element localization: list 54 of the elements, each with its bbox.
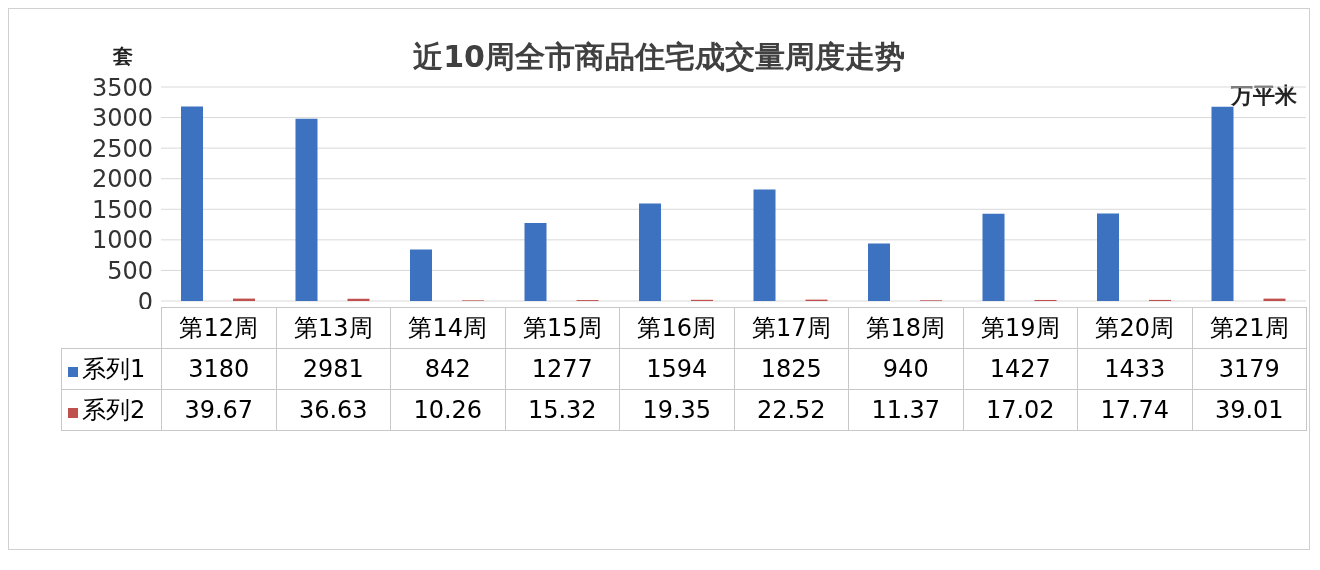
data-label: 17.74	[1077, 389, 1192, 431]
data-label: 1277	[505, 348, 620, 390]
bar	[410, 249, 432, 301]
y-tick-label: 1000	[91, 226, 153, 255]
bar	[1097, 213, 1119, 301]
bar	[868, 243, 890, 301]
data-label: 39.01	[1192, 389, 1307, 431]
bar	[347, 298, 370, 301]
x-tick-label: 第16周	[619, 307, 734, 349]
bar	[753, 189, 776, 301]
x-tick-label: 第17周	[734, 307, 849, 349]
data-label: 11.37	[848, 389, 963, 431]
data-label: 1433	[1077, 348, 1192, 390]
bar	[982, 213, 1005, 301]
data-label: 842	[390, 348, 505, 390]
y-tick-label: 2000	[91, 165, 153, 194]
x-tick-label: 第15周	[505, 307, 620, 349]
data-label: 19.35	[619, 389, 734, 431]
data-label: 1427	[963, 348, 1078, 390]
bar	[1211, 106, 1234, 301]
y-tick-label: 3000	[91, 104, 153, 133]
data-label: 15.32	[505, 389, 620, 431]
unit-note: 万平米	[1231, 82, 1297, 110]
y-tick-label: 500	[107, 256, 153, 285]
y-axis-title: 套	[113, 43, 133, 70]
y-tick-label: 0	[137, 287, 153, 316]
x-tick-label: 第12周	[161, 307, 276, 349]
data-label: 17.02	[963, 389, 1078, 431]
data-label: 1594	[619, 348, 734, 390]
bar	[295, 118, 318, 301]
x-tick-label: 第19周	[963, 307, 1078, 349]
bar	[181, 106, 203, 301]
x-tick-label: 第20周	[1077, 307, 1192, 349]
data-label: 940	[848, 348, 963, 390]
data-label: 2981	[276, 348, 391, 390]
y-tick-label: 1500	[91, 195, 153, 224]
y-tick-label: 3500	[91, 73, 153, 102]
x-tick-label: 第13周	[276, 307, 391, 349]
data-label: 3179	[1192, 348, 1307, 390]
data-label: 22.52	[734, 389, 849, 431]
chart-title: 近10周全市商品住宅成交量周度走势	[413, 39, 905, 74]
legend-label: 系列1	[61, 348, 162, 390]
data-label: 3180	[161, 348, 276, 390]
bar	[524, 222, 547, 301]
y-tick-label: 2500	[91, 134, 153, 163]
legend-label: 系列2	[61, 389, 162, 431]
data-label: 36.63	[276, 389, 391, 431]
x-tick-label: 第14周	[390, 307, 505, 349]
x-tick-label: 第18周	[848, 307, 963, 349]
data-label: 10.26	[390, 389, 505, 431]
data-label: 39.67	[161, 389, 276, 431]
x-tick-label: 第21周	[1192, 307, 1307, 349]
bar	[639, 203, 661, 301]
data-label: 1825	[734, 348, 849, 390]
